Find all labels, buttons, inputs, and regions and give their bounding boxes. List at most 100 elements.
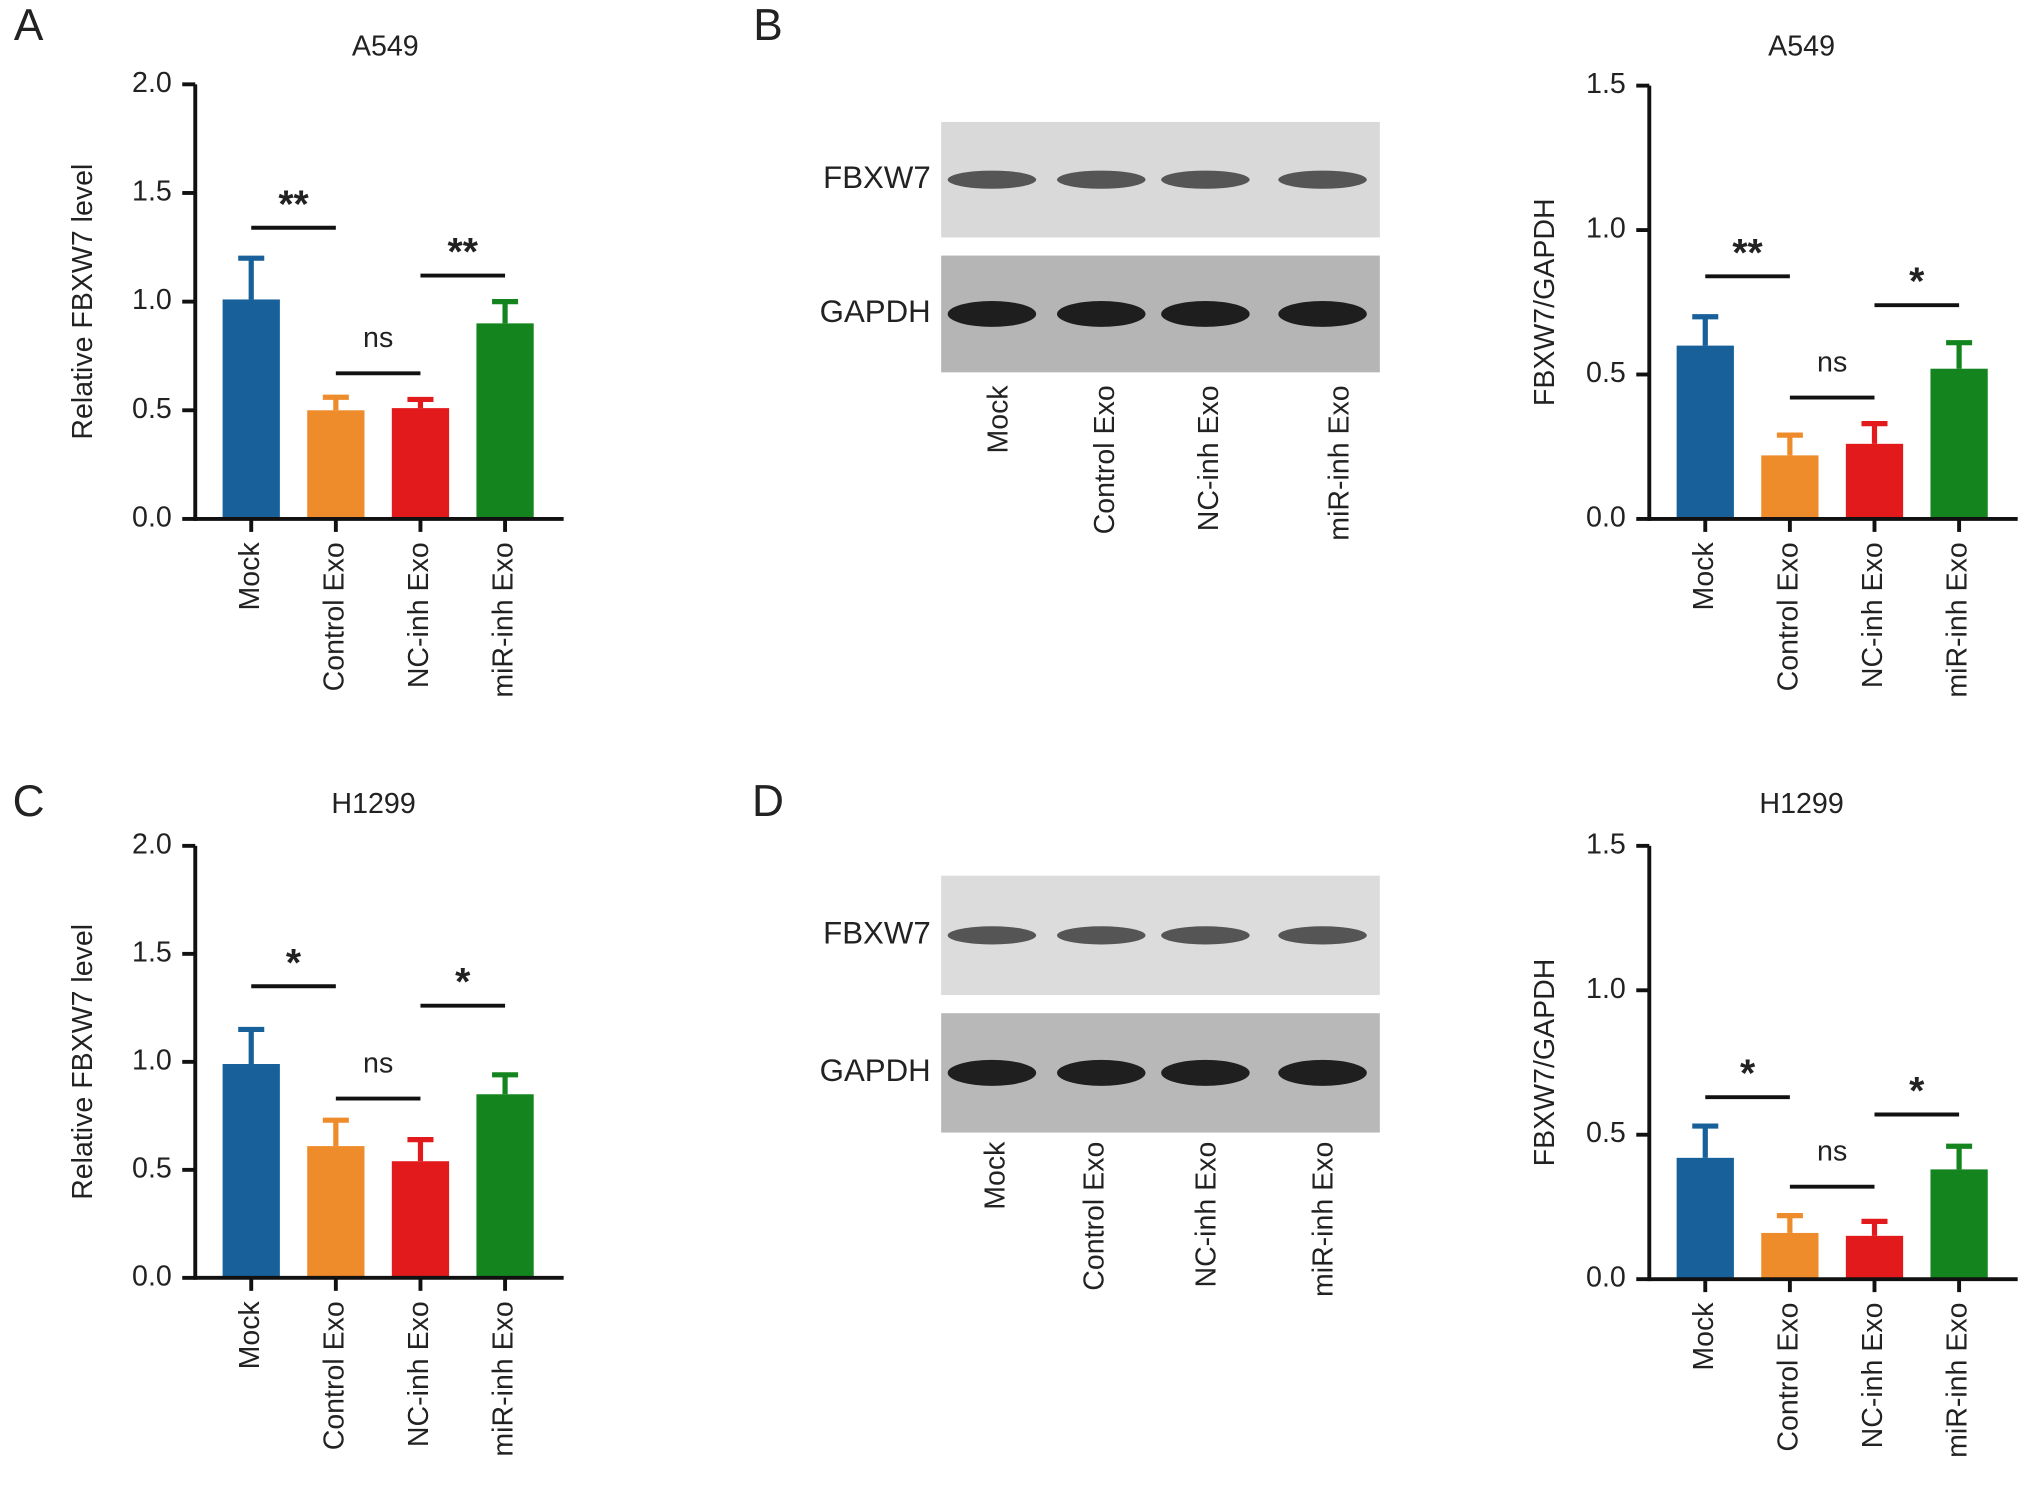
bar (391, 1161, 450, 1278)
y-tick-label: 0.5 (1586, 357, 1626, 389)
significance-label: ns (363, 322, 393, 354)
y-tick-label: 1.0 (1586, 213, 1626, 245)
blot-row-label: GAPDH (820, 294, 931, 329)
blot-lane-label: NC-inh Exo (1193, 385, 1225, 531)
blot-band (947, 926, 1037, 945)
blot-band (1057, 300, 1146, 327)
bar (222, 1064, 280, 1278)
y-tick-label: 0.0 (1586, 1262, 1626, 1294)
x-tick-label: Mock (1688, 1302, 1720, 1371)
x-tick-label: miR-inh Exo (488, 1301, 520, 1456)
bar (476, 1094, 534, 1278)
blot-band (1161, 926, 1250, 945)
significance-label: * (1909, 1070, 1925, 1113)
x-tick-label: Control Exo (1772, 1303, 1804, 1452)
blot-band (947, 170, 1037, 189)
significance-label: ns (363, 1047, 393, 1079)
y-tick-label: 0.0 (1586, 502, 1626, 534)
y-axis-label: FBXW7/GAPDH (1529, 959, 1561, 1167)
blot-band (1278, 300, 1367, 327)
x-tick-label: Mock (1688, 542, 1720, 611)
y-tick-label: 1.5 (1586, 828, 1626, 860)
blot-lane-label: miR-inh Exo (1323, 385, 1355, 540)
bar (1676, 345, 1734, 519)
x-tick-label: NC-inh Exo (403, 1301, 435, 1447)
y-axis-label: FBXW7/GAPDH (1529, 198, 1561, 406)
bar (1930, 1169, 1988, 1280)
x-tick-label: Control Exo (318, 542, 350, 691)
x-tick-label: Mock (234, 542, 266, 611)
blot-band (1057, 170, 1146, 189)
bar (1845, 443, 1904, 519)
bar (1930, 368, 1988, 519)
significance-label: ns (1817, 1136, 1847, 1168)
blot-lane-label: NC-inh Exo (1191, 1142, 1223, 1288)
bar (1761, 455, 1819, 519)
y-tick-label: 0.0 (132, 1260, 172, 1292)
significance-label: ** (448, 231, 479, 274)
y-tick-label: 1.5 (132, 936, 172, 968)
bar (476, 323, 534, 519)
bar (307, 1146, 365, 1278)
significance-label: ** (1732, 232, 1763, 275)
y-tick-label: 0.5 (1586, 1117, 1626, 1149)
y-tick-label: 1.0 (1586, 973, 1626, 1005)
bar (1845, 1235, 1904, 1280)
blot-row-label: FBXW7 (823, 160, 931, 195)
blot-lane-label: miR-inh Exo (1308, 1142, 1340, 1297)
x-tick-label: miR-inh Exo (1942, 1303, 1974, 1458)
x-tick-label: miR-inh Exo (1942, 542, 1974, 697)
x-tick-label: miR-inh Exo (488, 542, 520, 697)
blot-band (1161, 300, 1250, 327)
blot-band (947, 1059, 1037, 1086)
blot-band (1161, 1059, 1250, 1086)
y-axis-label: Relative FBXW7 level (67, 924, 99, 1200)
x-tick-label: Mock (234, 1301, 266, 1370)
blot-lane-label: Mock (982, 385, 1014, 454)
y-tick-label: 2.0 (132, 67, 172, 99)
blot-band (1278, 170, 1367, 189)
significance-label: * (1909, 261, 1925, 304)
blot-band (1278, 1059, 1367, 1086)
y-tick-label: 1.5 (1586, 68, 1626, 100)
significance-label: * (1740, 1053, 1756, 1096)
chart-title: H1299 (331, 788, 415, 820)
panel-label: D (752, 777, 784, 826)
x-tick-label: NC-inh Exo (1857, 542, 1889, 688)
y-tick-label: 0.5 (132, 393, 172, 425)
blot-band (1057, 1059, 1146, 1086)
panel-label: B (753, 1, 783, 50)
blot-band (947, 300, 1037, 327)
y-tick-label: 1.5 (132, 176, 172, 208)
bar (1676, 1157, 1734, 1280)
x-tick-label: NC-inh Exo (1857, 1303, 1889, 1449)
bar (1761, 1232, 1819, 1280)
x-tick-label: Control Exo (318, 1301, 350, 1450)
blot-row-label: GAPDH (820, 1053, 931, 1088)
blot-lane-label: Mock (980, 1141, 1012, 1210)
blot-lane-label: Control Exo (1079, 1142, 1111, 1291)
significance-label: ** (278, 183, 309, 226)
x-tick-label: NC-inh Exo (403, 542, 435, 688)
y-tick-label: 1.0 (132, 284, 172, 316)
blot-row-label: FBXW7 (823, 916, 931, 951)
blot-band (1161, 170, 1250, 189)
chart-title: H1299 (1759, 788, 1843, 820)
blot-band (1057, 926, 1146, 945)
blot-band (1278, 926, 1367, 945)
y-tick-label: 2.0 (132, 828, 172, 860)
chart-title: A549 (352, 31, 419, 63)
significance-label: * (286, 942, 302, 985)
blot-lane-label: Control Exo (1089, 385, 1121, 534)
panel-label: C (13, 777, 45, 826)
y-tick-label: 0.0 (132, 502, 172, 534)
bar (391, 408, 450, 519)
panel-label: A (14, 1, 44, 50)
bar (222, 299, 280, 519)
bar (307, 410, 365, 519)
significance-label: * (455, 961, 471, 1004)
significance-label: ns (1817, 346, 1847, 378)
x-tick-label: Control Exo (1772, 542, 1804, 691)
y-tick-label: 1.0 (132, 1044, 172, 1076)
